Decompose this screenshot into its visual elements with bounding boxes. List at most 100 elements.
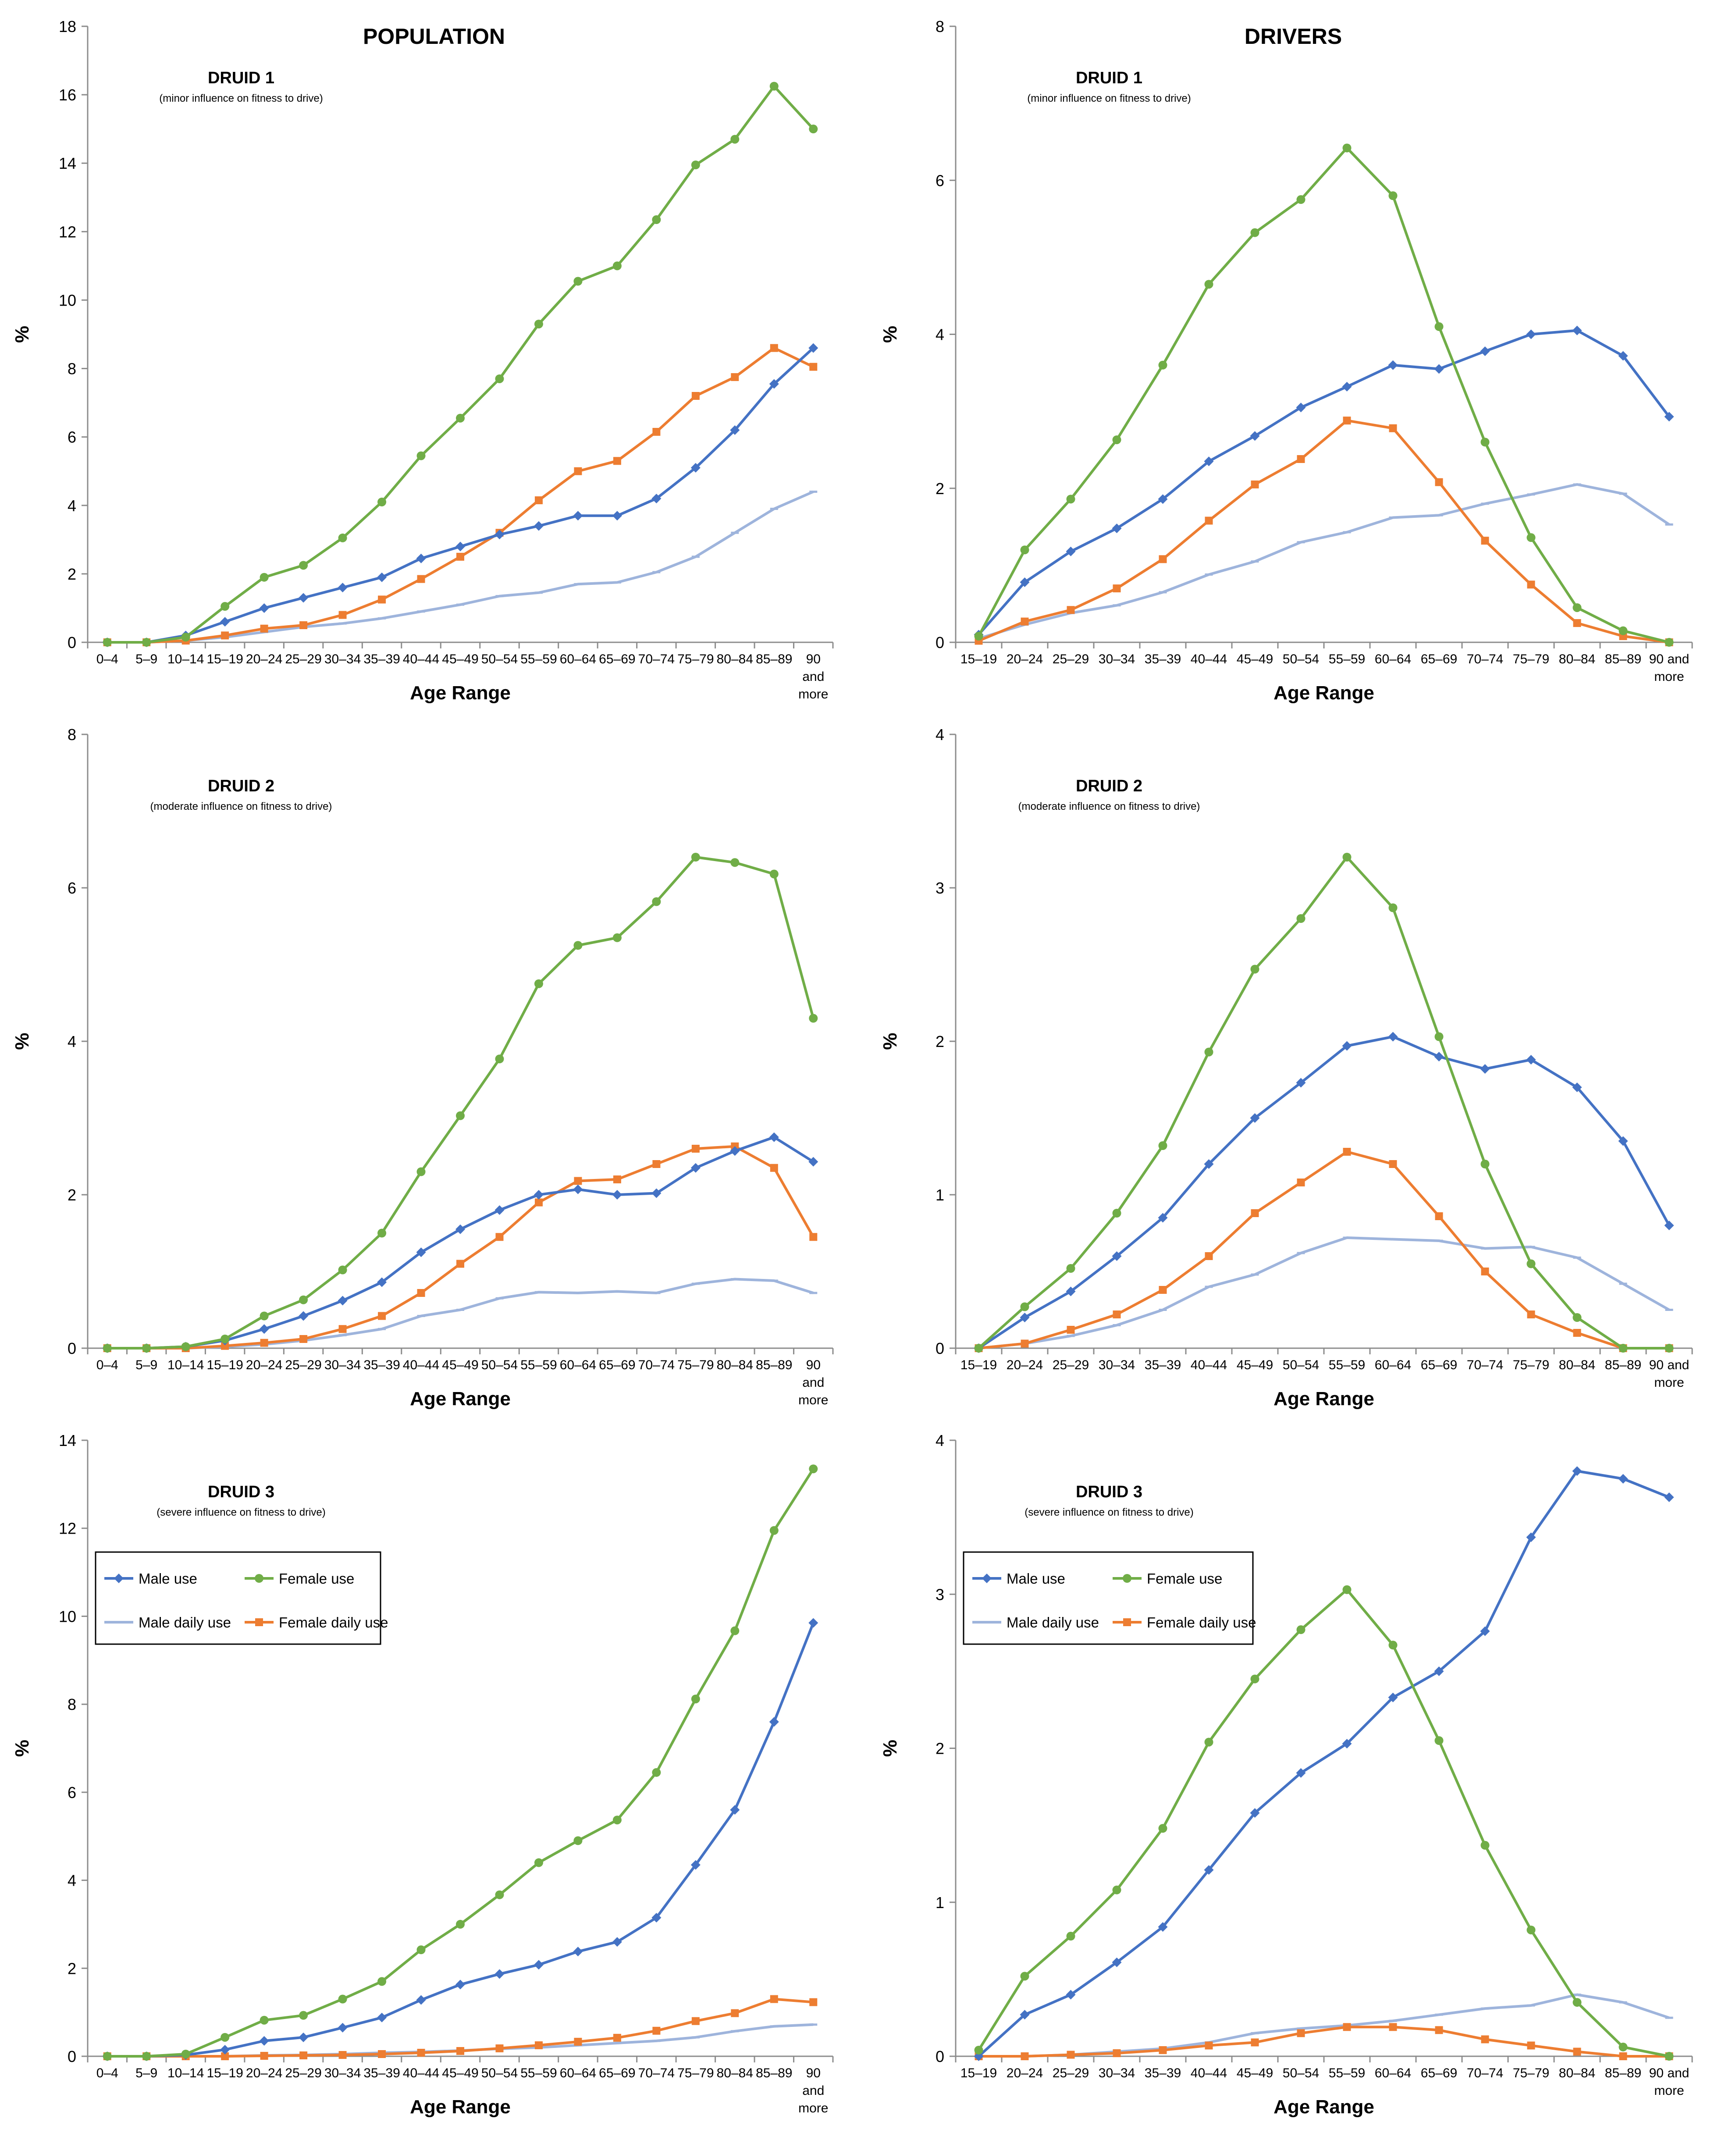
chart-2-point-female-daily-use <box>652 1160 661 1168</box>
chart-2-x-tick-label: 60–64 <box>560 1358 596 1372</box>
chart-3-line-male-use <box>978 1035 1671 1350</box>
chart-0-point-female-use <box>103 638 112 647</box>
chart-5-x-tick-label: 30–34 <box>1099 2066 1135 2080</box>
chart-4-x-tick-label: 40–44 <box>403 2066 439 2080</box>
chart-0-title: DRUID 1 <box>208 69 274 87</box>
chart-3-point-female-use <box>1020 1302 1029 1311</box>
chart-5-x-axis-title: Age Range <box>1274 2096 1374 2118</box>
chart-1-point-female-use <box>1296 195 1306 204</box>
chart-4-point-male-use <box>455 1980 465 1990</box>
chart-1-point-female-use <box>1526 533 1536 542</box>
chart-4-legend: Male use Female use Male daily use Female d… <box>95 1551 388 1645</box>
chart-0-point-female-use <box>221 602 230 611</box>
chart-0-point-female-daily-use <box>731 373 739 381</box>
chart-2-point-male-daily-use <box>652 1292 661 1294</box>
chart-3-series-male-use <box>974 1032 1674 1353</box>
chart-5-y-tick-label: 3 <box>936 1585 944 1603</box>
chart-5-point-female-daily-use <box>1159 2046 1167 2054</box>
chart-2-point-male-use <box>534 1190 544 1200</box>
chart-0-x-tick-label: 30–34 <box>324 652 361 666</box>
chart-2-point-female-use <box>730 858 740 867</box>
chart-1-point-male-use <box>1388 360 1398 370</box>
chart-5-y-tick-label: 4 <box>936 1431 944 1449</box>
chart-1-point-female-use <box>974 631 983 641</box>
chart-0-line-female-daily-use <box>107 346 814 644</box>
chart-4-x-tick-label: 70–74 <box>638 2066 675 2080</box>
chart-4-point-female-daily-use <box>534 2041 543 2049</box>
chart-1-x-tick-label: 40–44 <box>1191 652 1227 666</box>
chart-1-point-female-daily-use <box>1389 424 1397 432</box>
chart-3-line-male-daily-use <box>978 1236 1670 1350</box>
chart-4-x-tick-label: 10–14 <box>167 2066 204 2080</box>
chart-5-point-female-daily-use <box>1021 2052 1029 2060</box>
chart-2-x-tick-label: 65–69 <box>599 1358 635 1372</box>
chart-4-y-tick-label: 8 <box>68 1695 76 1713</box>
chart-3-point-male-daily-use <box>1527 1246 1535 1248</box>
column-header-drivers: DRIVERS <box>1245 24 1342 49</box>
chart-0-x-tick-label: 5–9 <box>135 652 157 666</box>
chart-1-x-tick-label: 15–19 <box>960 652 997 666</box>
chart-2-point-female-daily-use <box>260 1339 268 1347</box>
chart-5-point-male-use <box>1480 1626 1490 1636</box>
chart-1-point-male-use <box>1618 351 1628 361</box>
chart-5-point-female-daily-use <box>1067 2051 1075 2059</box>
chart-1-point-male-use <box>1342 381 1352 392</box>
chart-2-point-male-use <box>299 1311 309 1321</box>
chart-1-x-tick-label: 75–79 <box>1513 652 1549 666</box>
chart-3-point-male-use <box>1066 1286 1076 1296</box>
chart-4-subtitle: (severe influence on fitness to drive) <box>157 1506 326 1518</box>
chart-1-x-tick-label: 45–49 <box>1237 652 1273 666</box>
chart-4-point-female-daily-use <box>378 2050 386 2058</box>
chart-5-legend-label-female-daily-use: Female daily use <box>1147 1614 1256 1631</box>
chart-4-x-tick-label: 45–49 <box>442 2066 478 2080</box>
chart-5-x-tick-label: 25–29 <box>1053 2066 1089 2080</box>
chart-0-point-male-daily-use <box>574 583 582 585</box>
chart-5-legend-marker <box>983 1621 991 1624</box>
chart-2-point-male-daily-use <box>534 1291 543 1293</box>
chart-4-legend-label-female-use: Female use <box>279 1570 354 1587</box>
chart-3-x-tick-label: 25–29 <box>1053 1358 1089 1372</box>
chart-3-line-female-use <box>978 856 1669 1350</box>
chart-0-point-female-use <box>456 413 465 423</box>
chart-1-point-female-daily-use <box>1435 478 1443 486</box>
chart-3-point-male-use <box>1388 1032 1398 1042</box>
chart-1-x-tick-label: 80–84 <box>1559 652 1595 666</box>
chart-1-point-male-use <box>1664 412 1674 422</box>
chart-2-line-female-use <box>107 856 815 1350</box>
chart-2-y-tick-label: 6 <box>68 879 76 897</box>
column-header-population: POPULATION <box>363 24 505 49</box>
chart-0-point-female-daily-use <box>809 363 818 371</box>
chart-4-point-male-use <box>730 1805 740 1815</box>
chart-3-point-male-use <box>1250 1113 1260 1123</box>
chart-0-x-tick-label: 20–24 <box>246 652 282 666</box>
chart-5-point-female-use <box>1388 1641 1398 1650</box>
chart-1-point-female-use <box>1066 495 1075 504</box>
chart-1-point-male-daily-use <box>1573 483 1581 486</box>
chart-4-point-female-use <box>221 2033 230 2042</box>
chart-0-series-female-daily-use <box>103 344 818 646</box>
chart-0-y-tick-label: 2 <box>68 565 76 583</box>
chart-5-x-tick-label: 35–39 <box>1145 2066 1181 2080</box>
chart-1-x-tick-label: 25–29 <box>1053 652 1089 666</box>
chart-0-point-male-use <box>612 511 622 521</box>
chart-1-point-male-use <box>1434 364 1444 374</box>
chart-5-x-tick-label: 90 and more <box>1649 2066 1690 2098</box>
chart-1-line-male-use <box>978 329 1670 636</box>
chart-5-point-male-daily-use <box>1619 2001 1627 2004</box>
chart-5-point-male-daily-use <box>1481 2007 1489 2010</box>
chart-2-x-tick-label: 70–74 <box>638 1358 675 1372</box>
chart-1-x-tick-label: 90 and more <box>1649 652 1690 684</box>
chart-2-point-male-daily-use <box>770 1279 778 1282</box>
chart-5-point-female-daily-use <box>1389 2023 1397 2031</box>
chart-3-point-female-use <box>1526 1259 1536 1268</box>
chart-0-x-tick-label: 0–4 <box>96 652 118 666</box>
chart-0-x-tick-label: 10–14 <box>167 652 204 666</box>
chart-1-line-male-daily-use <box>978 483 1670 640</box>
chart-5-x-tick-label: 60–64 <box>1375 2066 1411 2080</box>
chart-5-point-male-use <box>1158 1922 1168 1932</box>
chart-0-point-female-use <box>573 277 583 286</box>
chart-4-legend-label-male-use: Male use <box>139 1570 197 1587</box>
chart-4-point-male-use <box>299 2032 309 2042</box>
chart-1-subtitle: (minor influence on fitness to drive) <box>1027 93 1191 104</box>
chart-3-point-female-daily-use <box>1389 1160 1397 1168</box>
